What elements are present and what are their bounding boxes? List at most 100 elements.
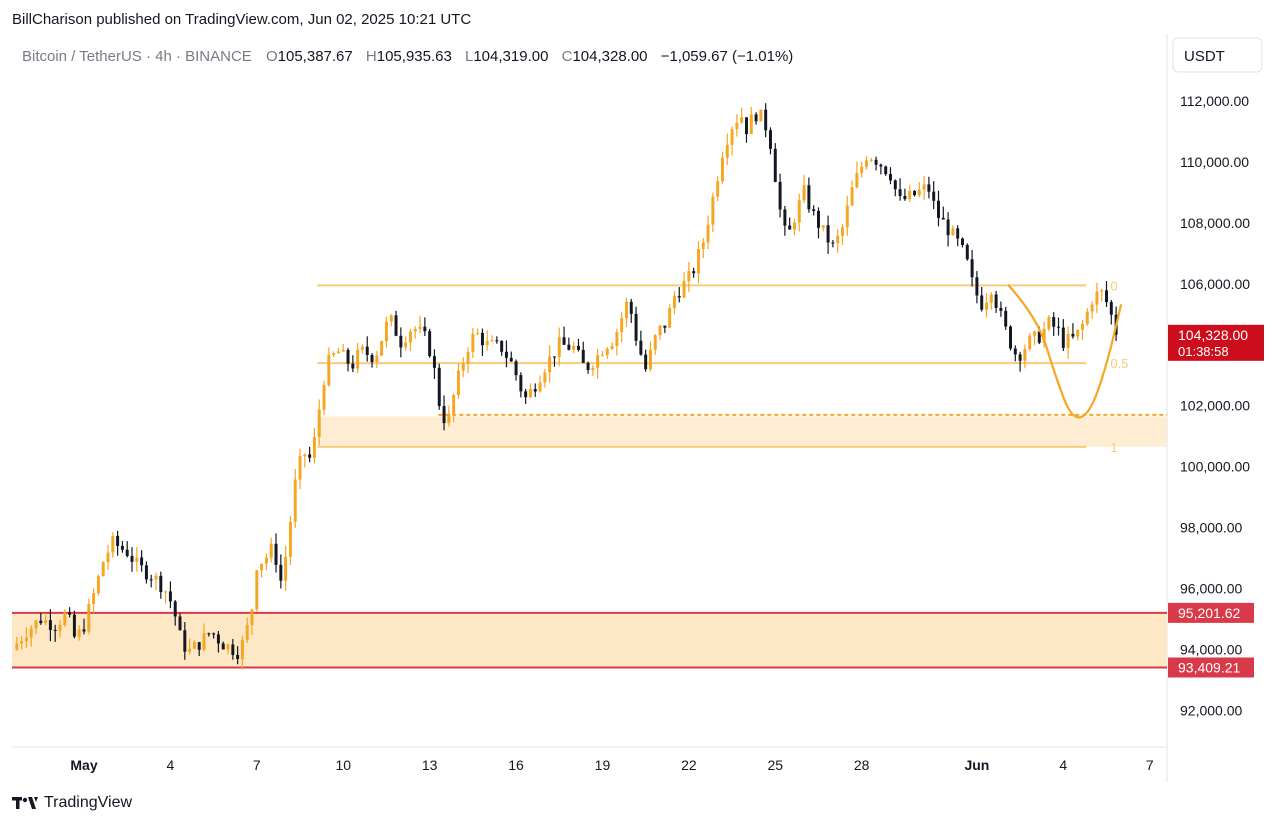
candle-body — [922, 184, 926, 190]
fib-level-label-2: 1 — [1110, 440, 1117, 455]
symbol-name: Bitcoin / TetherUS · 4h · BINANCE — [22, 48, 252, 65]
candle-body — [653, 335, 657, 350]
candle-body — [322, 385, 326, 410]
candle-body — [658, 325, 662, 336]
candle-body — [111, 535, 115, 553]
candle-body — [250, 609, 254, 625]
candle-body — [197, 642, 201, 650]
currency-label: USDT — [1184, 48, 1225, 65]
candle-body — [77, 629, 81, 637]
candle-body — [351, 363, 355, 369]
candle-body — [394, 315, 398, 336]
chart-frame[interactable]: USDT 0 0.5 1 92,000.00 94,000.00 96,000.00 98… — [12, 34, 1268, 782]
candle-body — [149, 579, 153, 581]
candle-body — [764, 109, 768, 131]
candle-body — [749, 114, 753, 135]
candle-body — [20, 641, 24, 644]
candle-body — [509, 357, 513, 362]
fib-level-label-0: 0 — [1110, 278, 1117, 293]
candle-body — [92, 593, 96, 605]
candle-body — [375, 355, 379, 363]
candle-body — [245, 624, 249, 640]
candle-body — [519, 375, 523, 392]
candle-body — [567, 344, 571, 350]
candle-body — [989, 294, 993, 303]
candlestick-chart[interactable]: USDT 00.51 92,000.0094,000.0096,000.0098… — [12, 34, 1268, 782]
overlay-layer — [1007, 284, 1123, 419]
candle-body — [212, 633, 216, 635]
price-tick-label: 94,000.00 — [1180, 641, 1242, 657]
candle-body — [264, 557, 268, 564]
candle-body — [485, 340, 489, 346]
candle-body — [1071, 333, 1075, 337]
candle-body — [725, 144, 729, 158]
candle-body — [701, 242, 705, 249]
candle-body — [240, 639, 244, 660]
candle-body — [514, 361, 518, 376]
candle-body — [740, 117, 744, 123]
candle-body — [917, 189, 921, 196]
candle-body — [543, 372, 547, 383]
candle-body — [941, 217, 945, 220]
low-label: L — [465, 48, 473, 65]
candle-body — [1109, 302, 1113, 315]
candle-body — [495, 340, 499, 342]
candles-layer — [15, 103, 1118, 670]
candle-body — [744, 117, 748, 135]
candle-body — [562, 337, 566, 345]
candle-body — [1105, 290, 1109, 303]
axes-layer: 92,000.00 94,000.00 96,000.00 98,000.00 100,… — [70, 93, 1264, 773]
candle-body — [581, 349, 585, 363]
candle-body — [720, 157, 724, 182]
candle-body — [303, 454, 307, 457]
candle-body — [236, 654, 240, 660]
high-label: H — [366, 48, 377, 65]
candle-body — [380, 341, 384, 356]
candle-body — [591, 367, 595, 371]
time-tick-label: 25 — [767, 757, 783, 773]
candle-body — [226, 644, 230, 650]
candle-body — [533, 389, 537, 392]
tradingview-brand-text: TradingView — [44, 794, 133, 811]
candle-body — [624, 301, 628, 319]
candle-body — [173, 601, 177, 617]
candle-body — [759, 109, 763, 122]
candle-body — [1095, 291, 1099, 305]
price-tick-label: 108,000.00 — [1180, 215, 1250, 231]
candle-body — [980, 295, 984, 310]
candle-body — [874, 159, 878, 165]
candle-body — [668, 307, 672, 328]
candle-body — [29, 628, 33, 638]
candle-body — [932, 191, 936, 201]
candle-body — [178, 616, 182, 631]
candle-body — [754, 114, 758, 122]
candle-body — [135, 557, 139, 562]
candle-body — [1090, 304, 1094, 312]
candle-body — [336, 351, 340, 354]
candle-body — [672, 296, 676, 308]
candle-body — [903, 195, 907, 200]
candle-body — [1013, 348, 1017, 355]
candle-body — [288, 521, 292, 557]
candle-body — [634, 313, 638, 341]
candle-body — [994, 294, 998, 308]
candle-body — [365, 346, 369, 355]
candle-body — [788, 225, 792, 230]
candle-body — [663, 325, 667, 328]
candle-body — [826, 225, 830, 243]
candle-body — [999, 307, 1003, 311]
candle-body — [428, 331, 432, 357]
candle-body — [1085, 311, 1089, 324]
footer-brand[interactable]: TradingView — [12, 794, 132, 812]
candle-body — [898, 189, 902, 196]
support-top-price-tag — [1168, 602, 1254, 623]
candle-body — [269, 543, 273, 558]
candle-body — [140, 557, 144, 566]
candle-body — [1061, 327, 1065, 348]
candle-body — [327, 354, 331, 386]
candle-body — [202, 633, 206, 650]
candle-body — [96, 576, 100, 594]
candle-body — [260, 563, 264, 571]
currency-button[interactable]: USDT — [1172, 37, 1263, 73]
last-price-label: 104,328.00 — [1178, 327, 1248, 343]
